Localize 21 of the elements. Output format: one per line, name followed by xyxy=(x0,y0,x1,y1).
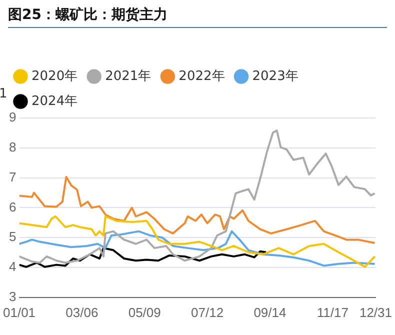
y-tick-label: 9 xyxy=(9,110,16,125)
y-tick-label: 4 xyxy=(9,259,16,274)
y-tick-label: 3 xyxy=(9,288,16,304)
chart-title: 图25：螺矿比：期货主力 xyxy=(8,6,387,28)
x-tick-label: 01/01 xyxy=(2,304,36,320)
y-tick-label: 8 xyxy=(9,139,16,154)
x-tick-label: 07/12 xyxy=(191,304,224,320)
legend-label: 2020年 xyxy=(32,68,78,84)
x-tick-label: 11/17 xyxy=(316,304,348,320)
legend-label: 2021年 xyxy=(105,68,152,84)
x-tick-label: 03/06 xyxy=(66,304,98,320)
legend-label: 2024年 xyxy=(32,94,78,109)
x-tick-label: 12/31 xyxy=(359,304,392,320)
y-tick-label: 5 xyxy=(9,229,16,244)
legend-label: 2022年 xyxy=(178,68,225,84)
x-tick-label: 05/09 xyxy=(128,304,161,320)
y-tick-label: 7 xyxy=(9,169,16,184)
x-tick-label: 09/14 xyxy=(254,304,286,320)
text: 1 xyxy=(0,86,8,102)
legend-label: 2023年 xyxy=(252,68,298,84)
y-tick-label: 6 xyxy=(9,199,16,214)
